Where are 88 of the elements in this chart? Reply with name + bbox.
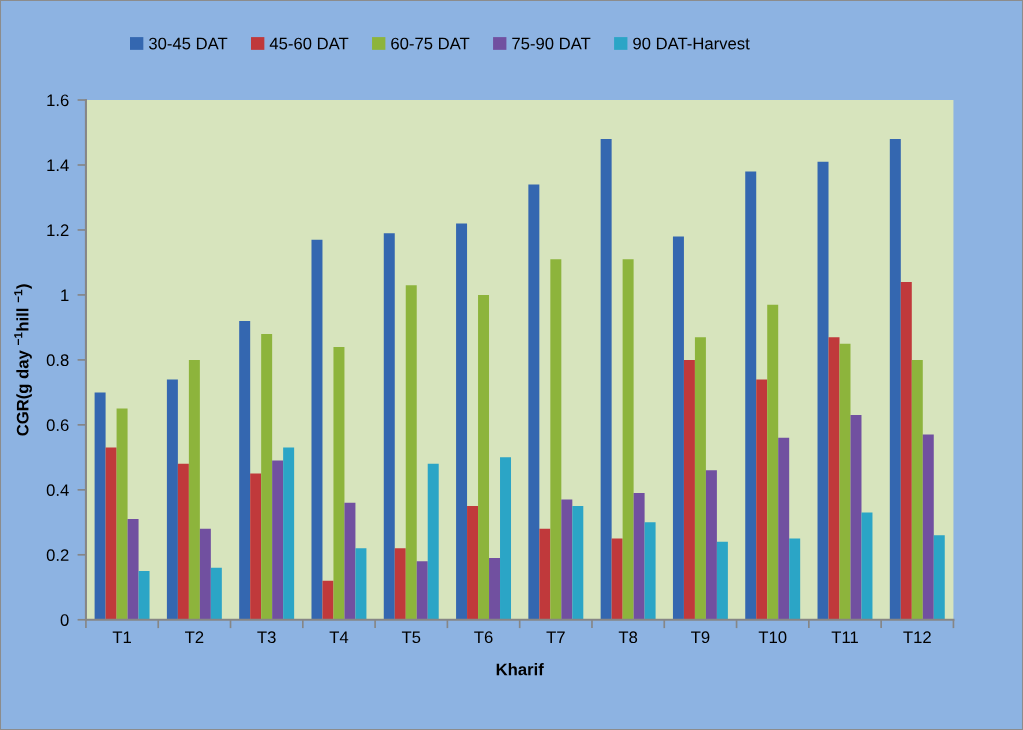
bar [672,236,684,620]
bar [611,538,623,620]
bar [839,343,851,620]
legend-label: 30-45 DAT [148,37,228,50]
bar [127,519,139,620]
bar [500,457,512,620]
bar [261,333,273,620]
bar [633,493,645,620]
x-axis-title: Kharif [496,663,544,676]
bar [778,437,790,620]
x-tick-label: T12 [903,631,931,643]
bar [311,239,323,620]
bar [188,359,200,620]
y-tick-label: 0.4 [46,484,69,497]
x-tick-label: T7 [546,631,565,643]
bar [272,460,284,620]
y-tick-label: 0.2 [46,549,69,561]
bar [416,561,428,620]
bar [828,337,840,620]
bar [116,408,128,620]
bar [900,281,912,620]
x-tick-label: T9 [691,631,710,644]
bar [561,499,573,620]
bar [922,434,934,620]
bar [572,506,584,620]
bar [394,548,406,620]
bar [694,337,706,620]
y-tick-label: 0 [60,614,69,626]
bar [478,294,490,620]
bar [456,223,468,620]
x-tick-label: T5 [401,631,421,644]
y-tick-label: 1.4 [47,159,69,172]
legend-label: 60-75 DAT [391,37,470,50]
bar [322,580,334,620]
x-tick-label: T1 [112,631,131,643]
legend-label: 90 DAT-Harvest [633,37,750,50]
bar [333,346,345,620]
bar [166,379,178,620]
bar [427,463,439,620]
x-tick-label: T4 [329,631,349,643]
bar [683,359,695,620]
bar [283,447,295,620]
bar [355,548,367,620]
bar [539,528,551,620]
bar [644,522,656,620]
bar [467,506,479,620]
bar [789,538,801,620]
x-tick-label: T11 [831,631,858,643]
bar [911,359,923,620]
bar [405,285,417,620]
x-tick-label: T10 [758,631,787,644]
bar [250,473,262,620]
x-tick-label: T2 [185,631,204,643]
y-tick-label: 0.6 [46,419,69,432]
bar [210,567,222,620]
bar [344,502,356,620]
bar [756,379,768,620]
bar [716,541,728,620]
x-tick-label: T3 [257,631,276,644]
bar [239,320,251,620]
bar [889,138,901,620]
bar [933,535,945,620]
legend-label: 45-60 DAT [269,37,349,50]
y-axis-title: CGR(g day $^{−1}$hill $^{−1}$) [14,284,32,436]
x-tick-label: T6 [474,631,493,644]
bar [622,259,634,620]
bar [705,470,717,620]
bar [383,233,395,620]
bar [745,171,757,620]
legend-label: 75-90 DAT [512,37,591,50]
y-tick-label: 1.6 [47,94,69,107]
bar [177,463,189,620]
bar [767,304,779,620]
bar [550,259,562,620]
y-tick-label: 1 [61,289,69,301]
bar [600,138,612,620]
bar [94,392,106,620]
bar [105,447,117,620]
bar [528,184,540,620]
bar [817,161,829,620]
y-tick-label: 1.2 [47,224,69,236]
y-tick-label: 0.8 [46,354,69,367]
bar [861,512,873,620]
bar [489,558,501,620]
bar [850,415,862,620]
bar [199,528,211,620]
bar [138,571,150,620]
x-tick-label: T8 [618,631,638,644]
